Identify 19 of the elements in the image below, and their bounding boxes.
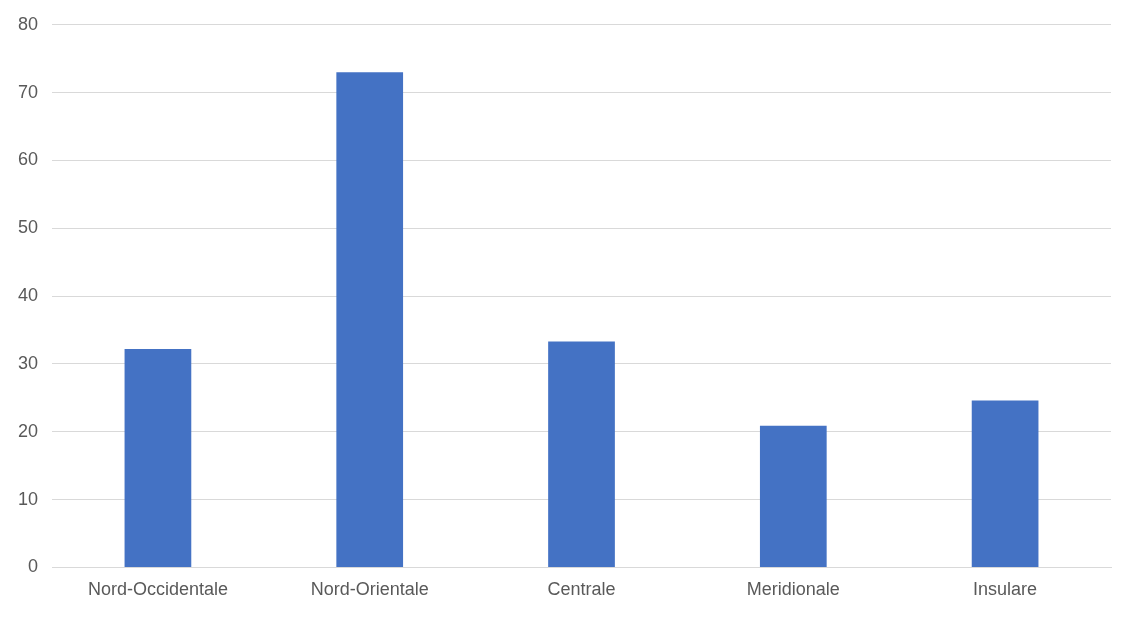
y-tick-label: 10 [17,488,39,509]
bar [548,341,615,567]
bar [336,72,404,567]
x-tick-label: Insulare [973,579,1038,600]
x-tick-label: Meridionale [746,579,840,600]
y-tick-label: 20 [17,420,39,441]
y-tick-label: 60 [17,149,39,170]
x-tick-label: Centrale [547,579,616,600]
bar [971,400,1039,567]
bar [759,425,827,567]
bar [124,349,192,567]
y-tick-label: 50 [17,217,39,238]
y-tick-label: 40 [17,285,39,306]
y-tick-label: 80 [17,13,39,34]
x-tick-label: Nord-Orientale [310,579,429,600]
y-tick-label: 70 [17,81,39,102]
y-tick-label: 30 [17,352,39,373]
y-tick-label: 0 [28,556,39,577]
x-tick-label: Nord-Occidentale [87,579,228,600]
